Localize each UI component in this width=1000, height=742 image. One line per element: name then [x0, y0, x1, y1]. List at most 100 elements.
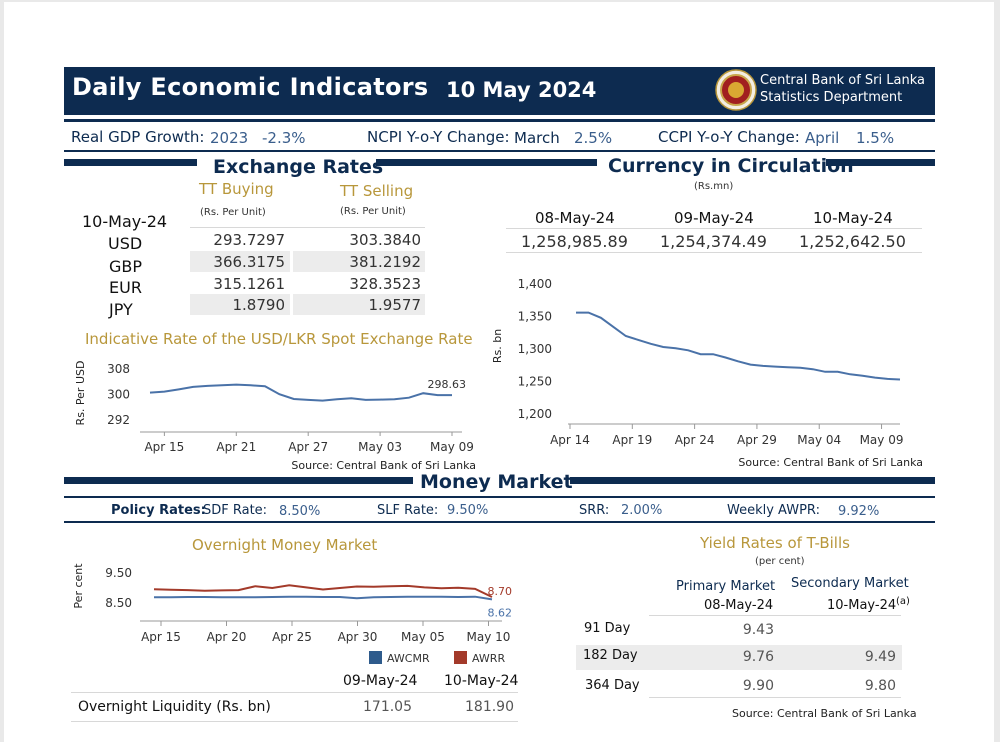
currency-date: 08-May-24 [535, 209, 615, 227]
usd-chart-ytick-label: 308 [107, 362, 130, 376]
row-shade [293, 294, 425, 315]
primary-market-label: Primary Market [676, 579, 776, 594]
secondary-date: 10-May-24 [827, 598, 897, 613]
tbills-unit: (per cent) [755, 556, 805, 567]
usd-chart-last-label: 298.63 [428, 378, 467, 391]
primary-date: 08-May-24 [704, 598, 774, 613]
liquidity-date: 09-May-24 [343, 673, 418, 689]
gdp-period: 2023 [210, 129, 249, 147]
currency-date: 09-May-24 [674, 209, 754, 227]
currency-unit: (Rs.mn) [694, 181, 734, 192]
usd-chart-series-line [149, 383, 452, 402]
currency-chart-xtick-label: Apr 19 [612, 433, 652, 447]
currency-rule [506, 252, 922, 253]
ncpi-value: 2.5% [574, 129, 613, 147]
tt-selling-value: 1.9577 [368, 296, 422, 314]
sdf-label: SDF Rate: [203, 503, 268, 518]
currency-value: 1,254,374.49 [660, 232, 767, 251]
currency-bar-right [826, 159, 935, 166]
srr-value: 2.00% [621, 503, 663, 518]
tt-selling-value: 328.3523 [349, 275, 421, 293]
tt-buying-label: TT Buying [199, 180, 274, 198]
awrr-last-label: 8.70 [488, 585, 513, 598]
usd-chart-ylabel: Rs. Per USD [74, 361, 87, 426]
policy-rule-bottom [64, 521, 935, 523]
exchange-bar-right [376, 159, 597, 166]
selling-unit: (Rs. Per Unit) [340, 206, 406, 217]
row-shade [293, 251, 425, 272]
ccpi-value: 1.5% [856, 129, 895, 147]
tbills-rule [649, 697, 901, 698]
usd-chart-xtick-label: Apr 27 [288, 440, 328, 454]
overnight-chart-xtick-label: Apr 15 [141, 630, 181, 644]
awrr-legend-swatch [454, 651, 467, 664]
tbills-rule [649, 615, 901, 616]
overnight-chart-xtick-label: Apr 25 [272, 630, 312, 644]
currency-value: 1,258,985.89 [521, 232, 628, 251]
policy-rates-label: Policy Rates: [111, 503, 206, 518]
buying-unit: (Rs. Per Unit) [200, 207, 266, 218]
exchange-bar-left [64, 159, 197, 166]
currency-chart-ytick-label: 1,400 [518, 277, 552, 291]
currency-chart-series-line [576, 311, 901, 381]
overnight-chart-ytick-label: 8.50 [105, 596, 132, 610]
secondary-note-mark: (a) [896, 596, 910, 607]
currency-code: GBP [109, 257, 143, 276]
currency-chart-xtick-label: May 04 [797, 433, 841, 447]
money-bar-left [64, 477, 413, 484]
srr-label: SRR: [579, 503, 610, 518]
awrr-legend-label: AWRR [472, 652, 505, 665]
currency-chart-ytick-label: 1,350 [518, 310, 552, 324]
row-shade [190, 294, 290, 315]
row-shade [190, 251, 290, 272]
secondary-yield: 9.49 [864, 649, 896, 665]
ccpi-period: April [805, 129, 840, 147]
ncpi-label: NCPI Y-o-Y Change: [367, 128, 510, 146]
awcmr-legend-swatch [369, 651, 382, 664]
primary-yield: 9.43 [742, 622, 774, 638]
org-department: Statistics Department [760, 90, 903, 105]
liquidity-label: Overnight Liquidity (Rs. bn) [78, 699, 271, 715]
tenor-label: 182 Day [583, 648, 638, 663]
secondary-market-label: Secondary Market [791, 576, 909, 591]
currency-code: EUR [109, 278, 142, 297]
exchange-date: 10-May-24 [82, 212, 168, 231]
liquidity-value: 181.90 [465, 699, 514, 715]
usd-chart-ytick-label: 292 [107, 413, 130, 427]
page-title: Daily Economic Indicators [72, 73, 429, 101]
awcmr-legend-label: AWCMR [387, 652, 430, 665]
gdp-label: Real GDP Growth: [71, 128, 205, 146]
tt-selling-value: 381.2192 [349, 253, 421, 271]
report-date: 10 May 2024 [446, 78, 597, 102]
tt-buying-value: 293.7297 [213, 231, 285, 249]
tenor-label: 91 Day [584, 621, 631, 636]
tenor-label: 364 Day [585, 678, 640, 693]
liquidity-value: 171.05 [363, 699, 412, 715]
currency-value: 1,252,642.50 [799, 232, 906, 251]
primary-yield: 9.90 [742, 678, 774, 694]
usd-chart-title: Indicative Rate of the USD/LKR Spot Exch… [85, 330, 473, 348]
cbsl-seal-icon [715, 69, 757, 111]
slf-value: 9.50% [447, 503, 489, 518]
currency-code: USD [108, 234, 143, 253]
awcmr-series-line [154, 595, 493, 601]
usd-chart-ytick-label: 300 [107, 388, 130, 402]
usd-chart-xtick-label: May 09 [430, 440, 474, 454]
table-rule [190, 227, 425, 228]
tt-buying-value: 366.3175 [213, 253, 285, 271]
liquidity-date: 10-May-24 [444, 673, 519, 689]
ccpi-label: CCPI Y-o-Y Change: [658, 128, 800, 146]
currency-chart-ytick-label: 1,200 [518, 407, 552, 421]
org-name: Central Bank of Sri Lanka [760, 73, 925, 88]
currency-title: Currency in Circulation [608, 155, 854, 177]
overnight-chart-ylabel: Per cent [72, 563, 85, 609]
currency-chart-ytick-label: 1,300 [518, 342, 552, 356]
currency-chart-ytick-label: 1,250 [518, 375, 552, 389]
slf-label: SLF Rate: [377, 503, 439, 518]
tt-selling-label: TT Selling [340, 182, 414, 200]
header-rule [64, 119, 935, 122]
header-banner [64, 67, 935, 115]
tt-buying-value: 315.1261 [213, 275, 285, 293]
currency-code: JPY [109, 300, 133, 319]
money-bar-right [570, 477, 935, 484]
